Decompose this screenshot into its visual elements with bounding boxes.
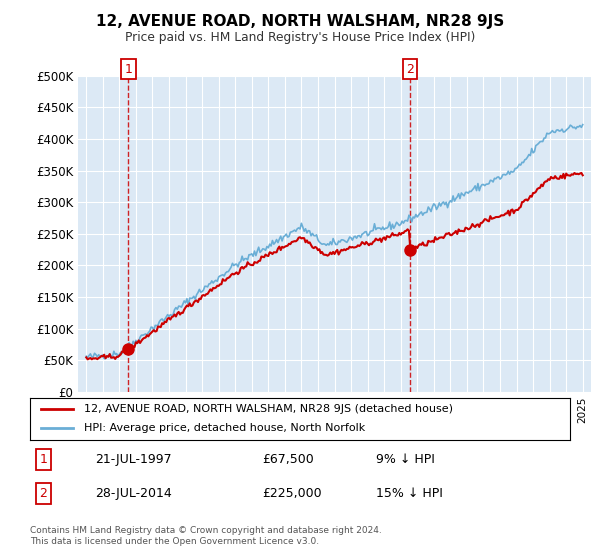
Text: 2: 2 bbox=[406, 63, 414, 76]
Text: 9% ↓ HPI: 9% ↓ HPI bbox=[376, 453, 434, 466]
Text: 2: 2 bbox=[40, 487, 47, 500]
Text: 15% ↓ HPI: 15% ↓ HPI bbox=[376, 487, 442, 500]
Text: £67,500: £67,500 bbox=[262, 453, 314, 466]
Text: Contains HM Land Registry data © Crown copyright and database right 2024.
This d: Contains HM Land Registry data © Crown c… bbox=[30, 526, 382, 546]
Text: Price paid vs. HM Land Registry's House Price Index (HPI): Price paid vs. HM Land Registry's House … bbox=[125, 31, 475, 44]
Text: £225,000: £225,000 bbox=[262, 487, 322, 500]
Text: 1: 1 bbox=[40, 453, 47, 466]
Text: 21-JUL-1997: 21-JUL-1997 bbox=[95, 453, 172, 466]
Text: 12, AVENUE ROAD, NORTH WALSHAM, NR28 9JS (detached house): 12, AVENUE ROAD, NORTH WALSHAM, NR28 9JS… bbox=[84, 404, 453, 414]
Text: 28-JUL-2014: 28-JUL-2014 bbox=[95, 487, 172, 500]
Text: 12, AVENUE ROAD, NORTH WALSHAM, NR28 9JS: 12, AVENUE ROAD, NORTH WALSHAM, NR28 9JS bbox=[96, 14, 504, 29]
Text: HPI: Average price, detached house, North Norfolk: HPI: Average price, detached house, Nort… bbox=[84, 423, 365, 433]
Text: 1: 1 bbox=[125, 63, 133, 76]
